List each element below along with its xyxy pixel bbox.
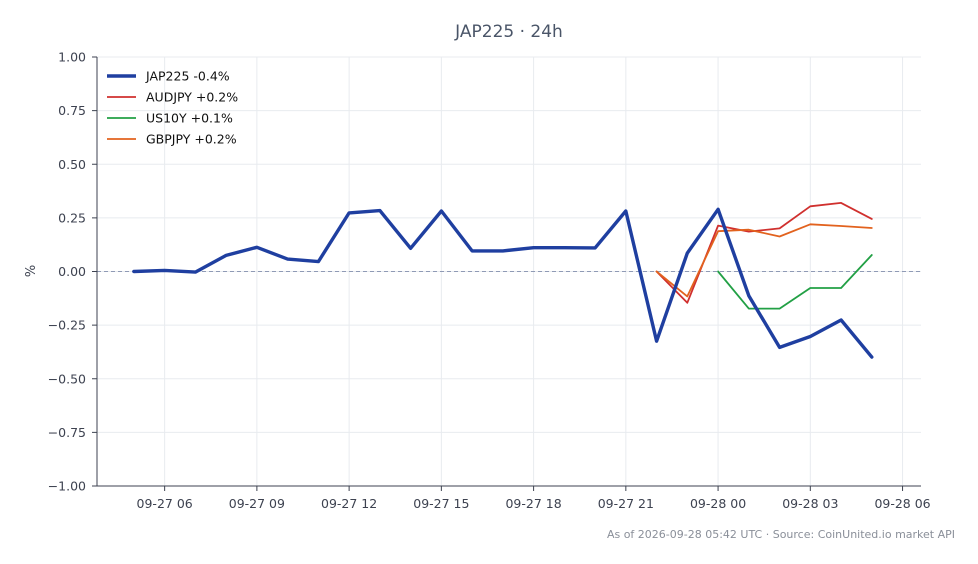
y-tick-label: −0.75 bbox=[48, 425, 86, 440]
y-tick-label: 0.75 bbox=[58, 103, 86, 118]
series-line-us10y bbox=[717, 254, 873, 310]
y-ticks: 1.00 0.75 0.50 0.25 0.00 −0.25 −0.50 −0.75 −1.00 bbox=[48, 50, 97, 494]
chart-title: JAP225 · 24h bbox=[454, 22, 563, 42]
series-line-gbpjpy bbox=[655, 223, 873, 298]
x-tick-label: 09-28 06 bbox=[874, 496, 930, 511]
series-group bbox=[132, 201, 874, 359]
x-ticks: 09-27 06 09-27 09 09-27 12 09-27 15 09-27 18… bbox=[137, 486, 931, 511]
x-tick-label: 09-28 00 bbox=[690, 496, 746, 511]
y-tick-label: 0.00 bbox=[58, 264, 86, 279]
x-tick-label: 09-27 21 bbox=[598, 496, 654, 511]
x-tick-label: 09-28 03 bbox=[782, 496, 838, 511]
y-tick-label: 1.00 bbox=[58, 50, 86, 65]
legend-label: JAP225 -0.4% bbox=[145, 69, 230, 84]
legend-label: US10Y +0.1% bbox=[146, 111, 233, 126]
series-line-audjpy bbox=[655, 201, 873, 304]
legend: JAP225 -0.4% AUDJPY +0.2% US10Y +0.1% GBPJP… bbox=[107, 69, 238, 147]
x-tick-label: 09-27 09 bbox=[229, 496, 285, 511]
x-tick-label: 09-27 18 bbox=[505, 496, 561, 511]
x-tick-label: 09-27 12 bbox=[321, 496, 377, 511]
y-tick-label: 0.50 bbox=[58, 157, 86, 172]
y-tick-label: −0.25 bbox=[48, 318, 86, 333]
x-tick-label: 09-27 06 bbox=[137, 496, 193, 511]
y-tick-label: 0.25 bbox=[58, 210, 86, 225]
source-footer: As of 2026-09-28 05:42 UTC · Source: Coi… bbox=[607, 528, 955, 541]
y-axis-label: % bbox=[24, 265, 39, 277]
series-line-jap225 bbox=[132, 207, 874, 359]
legend-label: AUDJPY +0.2% bbox=[146, 90, 238, 105]
y-tick-label: −1.00 bbox=[48, 479, 86, 494]
legend-label: GBPJPY +0.2% bbox=[146, 132, 237, 147]
x-tick-label: 09-27 15 bbox=[413, 496, 469, 511]
y-tick-label: −0.50 bbox=[48, 371, 86, 386]
